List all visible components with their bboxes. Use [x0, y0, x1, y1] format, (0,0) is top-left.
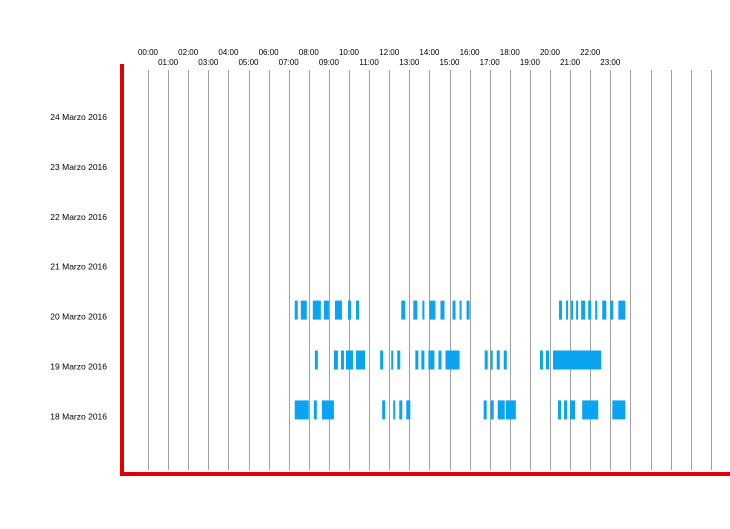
day-label: 22 Marzo 2016 — [50, 212, 107, 222]
activity-bar — [323, 300, 329, 320]
activity-bar — [553, 350, 602, 370]
activity-bar — [610, 300, 614, 320]
activity-bar — [582, 400, 599, 420]
activity-bar — [581, 300, 586, 320]
x-tick-label: 06:00 — [259, 48, 280, 57]
activity-bar — [566, 300, 569, 320]
vertical-gridlines — [148, 70, 712, 470]
activity-bar — [356, 300, 360, 320]
x-tick-label: 08:00 — [299, 48, 320, 57]
activity-bar — [429, 300, 436, 320]
activity-bar — [440, 300, 445, 320]
x-tick-label: 02:00 — [178, 48, 199, 57]
activity-bar — [321, 400, 334, 420]
x-tick-label: 16:00 — [460, 48, 481, 57]
activity-bar — [576, 300, 579, 320]
activity-bar — [382, 400, 386, 420]
activity-bar — [312, 300, 321, 320]
x-tick-label: 18:00 — [500, 48, 521, 57]
activity-bar — [415, 350, 419, 370]
activity-bar — [380, 350, 384, 370]
activity-bar — [490, 400, 494, 420]
activity-bar — [466, 300, 470, 320]
activity-bar — [391, 350, 394, 370]
day-label: 23 Marzo 2016 — [50, 162, 107, 172]
activity-bar — [413, 300, 418, 320]
activity-bar — [406, 400, 411, 420]
activity-bar — [347, 300, 352, 320]
activity-bar — [294, 300, 298, 320]
activity-bar — [595, 300, 598, 320]
activity-bar — [618, 300, 626, 320]
activity-bar — [356, 350, 366, 370]
day-label: 24 Marzo 2016 — [50, 112, 107, 122]
activity-bar — [490, 350, 493, 370]
x-tick-labels: 00:0001:0002:0003:0004:0005:0006:0007:00… — [138, 48, 621, 67]
activity-bar — [300, 300, 307, 320]
activity-bar — [438, 350, 442, 370]
activity-bar — [588, 300, 592, 320]
activity-bar — [397, 350, 401, 370]
activity-bar — [545, 350, 549, 370]
x-tick-label: 14:00 — [419, 48, 440, 57]
activity-bar — [539, 350, 543, 370]
x-tick-label: 07:00 — [279, 58, 300, 67]
activity-bar — [484, 350, 488, 370]
activity-bar — [612, 400, 626, 420]
activity-bar — [333, 350, 338, 370]
x-tick-label: 22:00 — [580, 48, 601, 57]
x-tick-label: 19:00 — [520, 58, 541, 67]
day-label: 19 Marzo 2016 — [50, 362, 107, 372]
activity-bar — [503, 350, 507, 370]
activity-bar — [505, 400, 516, 420]
x-tick-label: 17:00 — [480, 58, 501, 67]
x-tick-label: 01:00 — [158, 58, 179, 67]
activity-bar — [459, 300, 462, 320]
activity-bar — [564, 400, 568, 420]
x-tick-label: 10:00 — [339, 48, 360, 57]
day-label: 20 Marzo 2016 — [50, 312, 107, 322]
activity-bar — [314, 350, 318, 370]
x-tick-label: 13:00 — [399, 58, 420, 67]
x-tick-label: 09:00 — [319, 58, 340, 67]
activity-bar — [452, 300, 456, 320]
activity-bar — [445, 350, 460, 370]
day-label: 18 Marzo 2016 — [50, 411, 107, 421]
x-tick-label: 03:00 — [198, 58, 219, 67]
activity-bar — [571, 300, 574, 320]
activity-bar — [558, 400, 562, 420]
activity-bar — [483, 400, 487, 420]
activity-bar — [393, 400, 396, 420]
activity-bar — [401, 300, 406, 320]
activity-bars — [294, 300, 626, 420]
x-tick-label: 00:00 — [138, 48, 159, 57]
activity-bar — [496, 350, 500, 370]
x-tick-label: 15:00 — [439, 58, 460, 67]
x-tick-label: 23:00 — [600, 58, 621, 67]
activity-bar — [334, 300, 342, 320]
x-tick-label: 04:00 — [218, 48, 239, 57]
activity-bar — [559, 300, 563, 320]
activity-bar — [602, 300, 607, 320]
day-label: 21 Marzo 2016 — [50, 262, 107, 272]
activity-bar — [422, 300, 425, 320]
activity-bar — [428, 350, 435, 370]
activity-bar — [497, 400, 505, 420]
day-labels: 24 Marzo 2016 23 Marzo 2016 22 Marzo 2016 2… — [50, 112, 107, 421]
activity-bar — [313, 400, 317, 420]
activity-bar — [294, 400, 309, 420]
activity-bar — [570, 400, 576, 420]
x-tick-label: 20:00 — [540, 48, 561, 57]
x-tick-label: 12:00 — [379, 48, 400, 57]
activity-bar — [340, 350, 344, 370]
activity-bar — [345, 350, 354, 370]
activity-bar — [399, 400, 403, 420]
x-tick-label: 05:00 — [238, 58, 259, 67]
x-tick-label: 11:00 — [359, 58, 379, 67]
x-tick-label: 21:00 — [560, 58, 581, 67]
activity-bar — [421, 350, 425, 370]
